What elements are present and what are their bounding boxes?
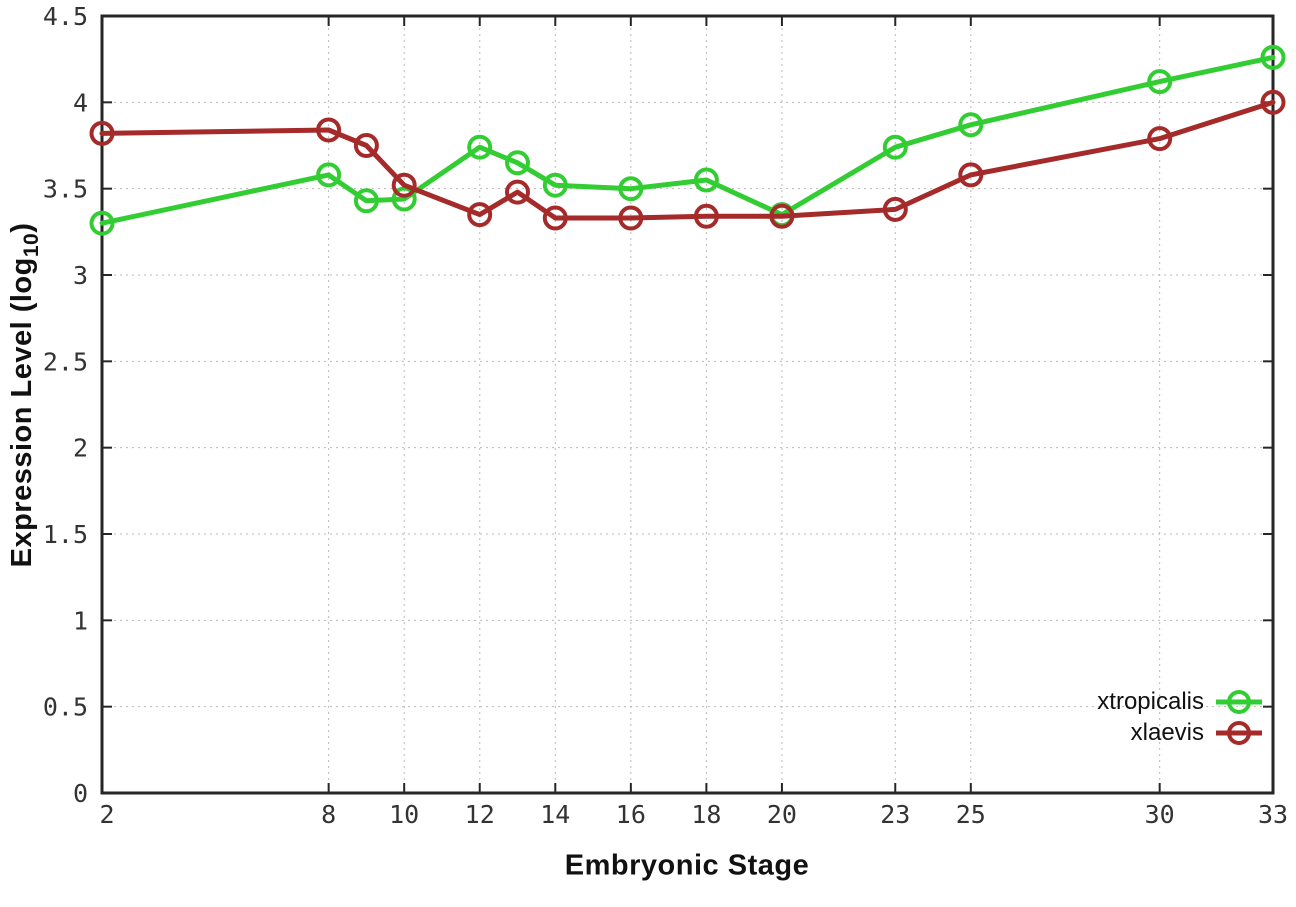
data-point-xlaevis xyxy=(618,205,644,231)
legend-label-xtropicalis: xtropicalis xyxy=(1097,687,1204,715)
y-tick-label: 3.5 xyxy=(43,175,88,204)
x-tick-label: 8 xyxy=(321,800,336,829)
data-point-xlaevis xyxy=(1260,89,1286,115)
y-axis-title-subscript: 10 xyxy=(19,232,43,258)
data-point-xlaevis xyxy=(467,202,493,228)
x-tick-label: 33 xyxy=(1258,800,1288,829)
y-tick-label: 0 xyxy=(73,779,88,808)
data-point-xlaevis xyxy=(391,172,417,198)
data-point-xlaevis xyxy=(693,203,719,229)
y-tick-label: 3 xyxy=(73,261,88,290)
series-line-xtropicalis xyxy=(99,54,1276,226)
x-tick-label: 25 xyxy=(956,800,986,829)
data-point-xtropicalis xyxy=(1260,44,1286,70)
y-tick-label: 1 xyxy=(73,606,88,635)
x-tick-label: 12 xyxy=(465,800,495,829)
data-point-xlaevis xyxy=(316,117,342,143)
data-point-xtropicalis xyxy=(882,134,908,160)
y-tick-label: 4 xyxy=(73,88,88,117)
x-tick-label: 23 xyxy=(880,800,910,829)
x-tick-label: 16 xyxy=(616,800,646,829)
data-point-xlaevis xyxy=(769,203,795,229)
data-point-xlaevis xyxy=(89,120,115,146)
data-point-xtropicalis xyxy=(958,112,984,138)
y-axis-title: Expression Level (log10) xyxy=(6,223,44,568)
x-tick-label: 2 xyxy=(99,800,114,829)
y-axis-title-close: ) xyxy=(6,222,39,233)
y-axis-title-text: Expression Level (log xyxy=(6,257,39,568)
data-point-xtropicalis xyxy=(618,176,644,202)
series-xlaevis xyxy=(89,89,1286,231)
data-point-xlaevis xyxy=(958,162,984,188)
data-point-xtropicalis xyxy=(467,134,493,160)
series-xtropicalis xyxy=(89,44,1286,236)
data-point-xlaevis xyxy=(882,196,908,222)
tick-marks xyxy=(101,15,1274,794)
y-tick-label: 0.5 xyxy=(43,693,88,722)
tick-labels: 2 8 10 12 14 16 18 20 23 25 30 33 0 0.5 1 1.5 2 2.5 3 3.5 4 4… xyxy=(43,2,1288,829)
x-tick-label: 10 xyxy=(389,800,419,829)
data-point-xtropicalis xyxy=(353,188,379,214)
legend-item-xtropicalis: xtropicalis xyxy=(1097,686,1262,717)
legend-sample-line-circle-icon xyxy=(1216,689,1262,714)
x-tick-label: 18 xyxy=(691,800,721,829)
y-tick-label: 2 xyxy=(73,434,88,463)
data-point-xlaevis xyxy=(542,205,568,231)
x-tick-label: 20 xyxy=(767,800,797,829)
data-point-xlaevis xyxy=(1147,126,1173,152)
plot-border xyxy=(100,14,1275,795)
data-point-xtropicalis xyxy=(505,150,530,176)
legend-item-xlaevis: xlaevis xyxy=(1131,717,1262,748)
legend-sample-line-circle-icon xyxy=(1216,720,1262,745)
x-tick-label: 14 xyxy=(540,800,570,829)
y-tick-label: 2.5 xyxy=(43,347,88,376)
data-point-xtropicalis xyxy=(542,172,568,198)
y-tick-label: 1.5 xyxy=(43,520,88,549)
data-point-xlaevis xyxy=(505,179,530,205)
y-tick-label: 4.5 xyxy=(43,2,88,31)
data-point-xtropicalis xyxy=(391,186,417,212)
data-point-xlaevis xyxy=(353,133,379,158)
data-point-xtropicalis xyxy=(1147,69,1173,95)
legend-label-xlaevis: xlaevis xyxy=(1130,718,1204,746)
data-point-xtropicalis xyxy=(89,210,115,236)
data-point-xtropicalis xyxy=(693,167,719,193)
x-axis-title: Embryonic Stage xyxy=(564,849,810,882)
legend: xtropicalis xlaevis xyxy=(1097,686,1262,748)
data-point-xtropicalis xyxy=(316,162,342,188)
x-tick-label: 30 xyxy=(1145,800,1175,829)
series-line-xlaevis xyxy=(99,99,1276,221)
